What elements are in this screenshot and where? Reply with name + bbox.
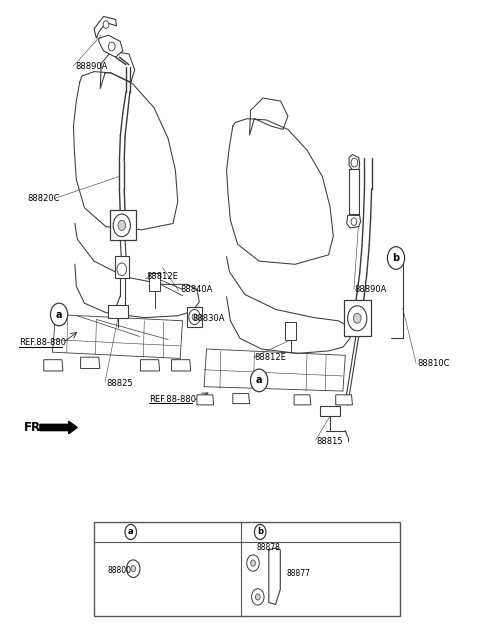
Polygon shape [44, 360, 63, 371]
Polygon shape [197, 395, 214, 405]
Bar [187, 307, 202, 327]
Circle shape [247, 555, 259, 571]
Bar [149, 273, 159, 291]
Bar [344, 300, 371, 337]
Circle shape [251, 369, 268, 392]
Circle shape [113, 214, 131, 237]
Text: 88890A: 88890A [75, 62, 107, 71]
Circle shape [387, 247, 405, 269]
Text: a: a [128, 528, 133, 537]
Text: a: a [256, 376, 263, 386]
Circle shape [189, 309, 200, 325]
Text: REF.88-880: REF.88-880 [149, 395, 196, 404]
Circle shape [254, 525, 266, 540]
Circle shape [351, 159, 358, 167]
Circle shape [103, 21, 109, 28]
Polygon shape [233, 394, 250, 404]
Circle shape [117, 263, 127, 276]
Bar [94, 521, 400, 616]
Text: 88800: 88800 [108, 566, 132, 575]
Polygon shape [99, 35, 123, 57]
Text: 88877: 88877 [287, 569, 311, 578]
Text: 88812E: 88812E [254, 353, 286, 362]
Bar [321, 406, 339, 416]
Polygon shape [141, 360, 159, 371]
Bar [349, 169, 359, 214]
Text: FR.: FR. [24, 421, 46, 434]
Text: 88820C: 88820C [27, 194, 60, 203]
Text: 88815: 88815 [317, 437, 343, 447]
Polygon shape [94, 16, 117, 38]
Circle shape [108, 42, 115, 51]
Circle shape [131, 565, 136, 572]
Circle shape [255, 594, 260, 600]
Circle shape [353, 313, 361, 323]
Circle shape [348, 306, 367, 331]
Text: b: b [393, 253, 399, 263]
Polygon shape [81, 357, 100, 369]
Polygon shape [347, 215, 360, 228]
Circle shape [252, 589, 264, 605]
Circle shape [125, 525, 136, 540]
Text: a: a [56, 309, 62, 320]
Polygon shape [336, 395, 352, 405]
Text: b: b [257, 528, 263, 537]
Text: 88890A: 88890A [355, 285, 387, 294]
Bar [110, 210, 136, 240]
Text: 88810C: 88810C [417, 359, 450, 368]
Text: 88830A: 88830A [192, 314, 225, 323]
Text: 88878: 88878 [256, 543, 280, 552]
Text: 88840A: 88840A [180, 285, 213, 294]
Bar [115, 256, 129, 278]
Text: REF.88-880: REF.88-880 [19, 338, 66, 347]
Circle shape [127, 560, 140, 577]
Text: 88825: 88825 [106, 379, 132, 388]
Circle shape [351, 218, 357, 225]
Circle shape [251, 560, 255, 566]
Circle shape [192, 314, 197, 320]
Polygon shape [171, 360, 191, 371]
FancyArrow shape [40, 421, 77, 434]
Bar [108, 305, 128, 318]
Circle shape [118, 220, 126, 230]
Polygon shape [294, 395, 311, 405]
Bar [286, 322, 296, 340]
Polygon shape [349, 155, 360, 170]
Circle shape [50, 303, 68, 326]
Text: 88812E: 88812E [147, 272, 179, 281]
